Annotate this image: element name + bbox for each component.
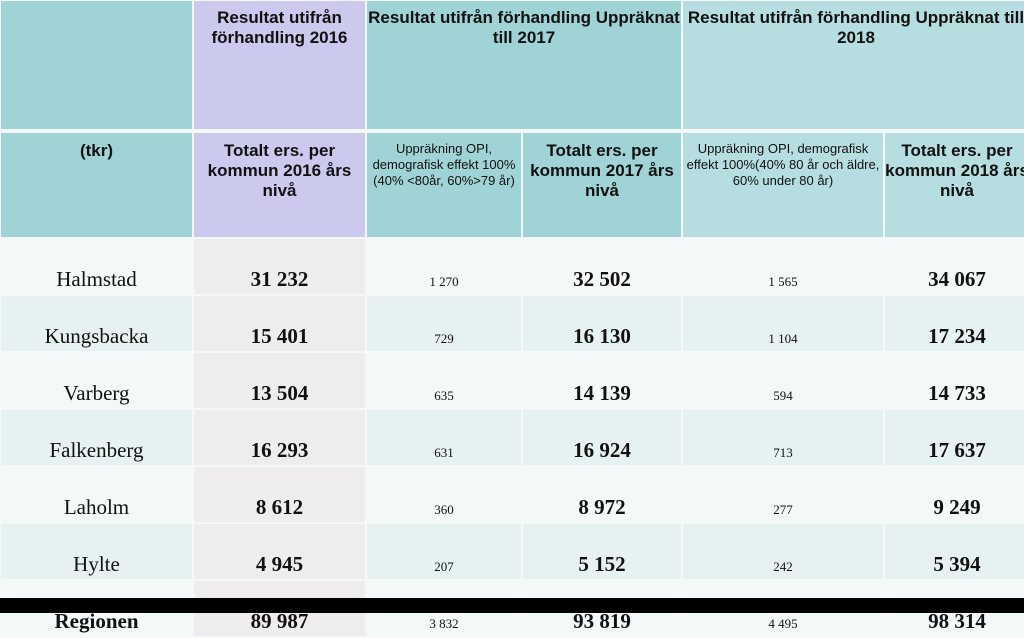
upprakning-2018-cell: 242 <box>683 524 883 579</box>
total-2017-cell: 16 130 <box>523 296 681 351</box>
upprakning-2017-cell: 207 <box>367 524 521 579</box>
total-2018-cell: 17 234 <box>885 296 1024 351</box>
total-2016-cell: 4 945 <box>194 524 365 579</box>
municipality-name: Halmstad <box>1 239 192 294</box>
upprakning-2017-cell: 729 <box>367 296 521 351</box>
upprakning-2017-cell: 631 <box>367 410 521 465</box>
column-header-total-2017: Totalt ers. per kommun 2017 års nivå <box>523 133 681 237</box>
total-2016-cell: 31 232 <box>194 239 365 294</box>
table-row: Laholm 8 612 360 8 972 277 9 249 <box>1 467 1024 522</box>
table-row: Kungsbacka 15 401 729 16 130 1 104 17 23… <box>1 296 1024 351</box>
column-header-total-2018: Totalt ers. per kommun 2018 års nivå <box>885 133 1024 237</box>
group-header-2018: Resultat utifrån förhandling Uppräknat t… <box>683 1 1024 129</box>
column-header-row: (tkr) Totalt ers. per kommun 2016 års ni… <box>1 133 1024 237</box>
upprakning-2017-cell: 635 <box>367 353 521 408</box>
municipality-name: Laholm <box>1 467 192 522</box>
upprakning-2017-cell: 1 270 <box>367 239 521 294</box>
unit-header: (tkr) <box>1 133 192 237</box>
table-row: Hylte 4 945 207 5 152 242 5 394 <box>1 524 1024 579</box>
group-header-row: Resultat utifrån förhandling 2016 Result… <box>1 1 1024 129</box>
table-row: Falkenberg 16 293 631 16 924 713 17 637 <box>1 410 1024 465</box>
group-header-2016: Resultat utifrån förhandling 2016 <box>194 1 365 129</box>
upprakning-2017-cell: 360 <box>367 467 521 522</box>
total-2017-cell: 5 152 <box>523 524 681 579</box>
column-header-total-2016: Totalt ers. per kommun 2016 års nivå <box>194 133 365 237</box>
upprakning-2018-cell: 277 <box>683 467 883 522</box>
column-header-upprakning-2017: Uppräkning OPI, demografisk effekt 100%(… <box>367 133 521 237</box>
municipality-name: Falkenberg <box>1 410 192 465</box>
total-2018-cell: 5 394 <box>885 524 1024 579</box>
table-row: Varberg 13 504 635 14 139 594 14 733 <box>1 353 1024 408</box>
total-2016-cell: 13 504 <box>194 353 365 408</box>
total-2018-cell: 14 733 <box>885 353 1024 408</box>
upprakning-2018-cell: 713 <box>683 410 883 465</box>
total-2016-cell: 8 612 <box>194 467 365 522</box>
total-2017-cell: 14 139 <box>523 353 681 408</box>
municipality-name: Varberg <box>1 353 192 408</box>
total-2017-cell: 32 502 <box>523 239 681 294</box>
total-2018-cell: 17 637 <box>885 410 1024 465</box>
total-2016-cell: 15 401 <box>194 296 365 351</box>
municipality-name: Hylte <box>1 524 192 579</box>
group-header-2017: Resultat utifrån förhandling Uppräknat t… <box>367 1 681 129</box>
total-2018-cell: 34 067 <box>885 239 1024 294</box>
municipality-name: Kungsbacka <box>1 296 192 351</box>
total-2016-cell: 16 293 <box>194 410 365 465</box>
table-row: Halmstad 31 232 1 270 32 502 1 565 34 06… <box>1 239 1024 294</box>
upprakning-2018-cell: 1 565 <box>683 239 883 294</box>
column-header-upprakning-2018: Uppräkning OPI, demografisk effekt 100%(… <box>683 133 883 237</box>
total-2017-cell: 8 972 <box>523 467 681 522</box>
upprakning-2018-cell: 594 <box>683 353 883 408</box>
total-2018-cell: 9 249 <box>885 467 1024 522</box>
bottom-border-bar <box>0 598 1024 613</box>
header-corner-cell <box>1 1 192 129</box>
upprakning-2018-cell: 1 104 <box>683 296 883 351</box>
total-2017-cell: 16 924 <box>523 410 681 465</box>
